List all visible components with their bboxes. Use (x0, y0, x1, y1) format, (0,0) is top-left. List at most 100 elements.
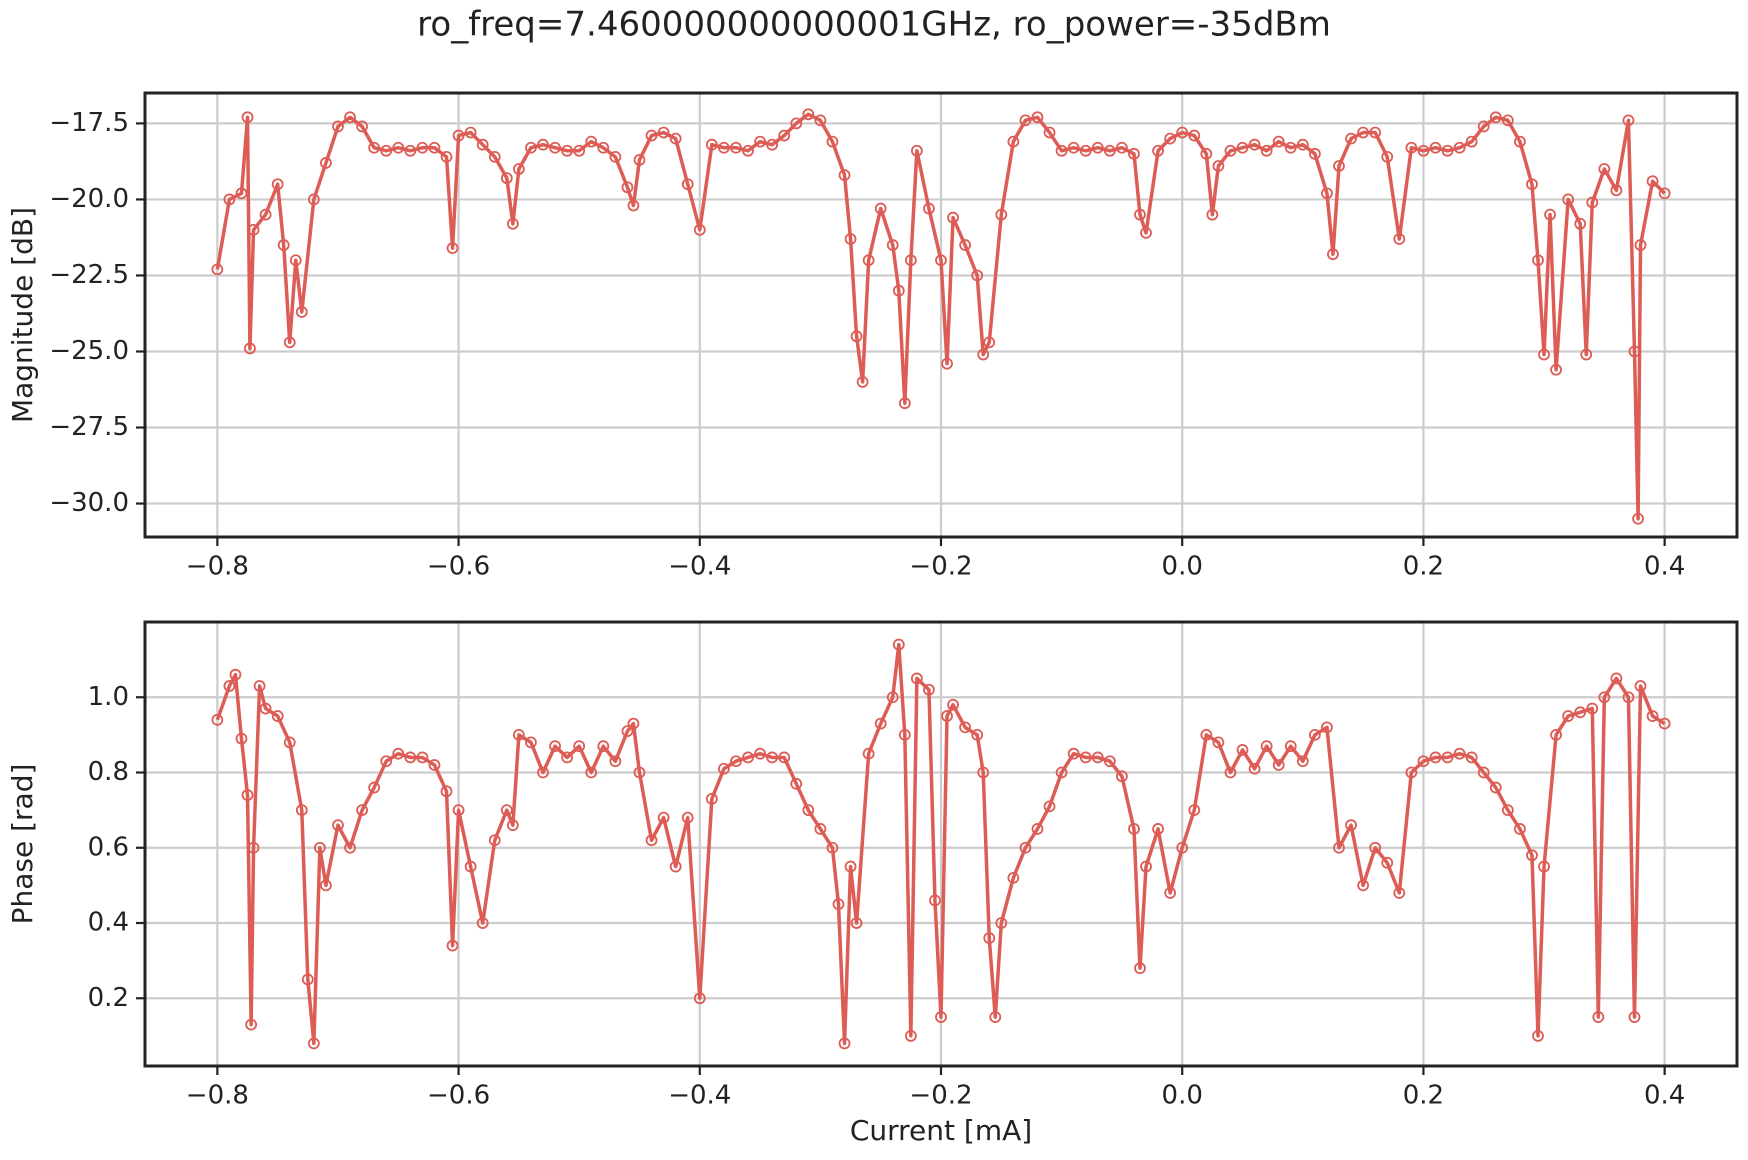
x-tick-label: 0.0 (1162, 1081, 1203, 1111)
data-point (1453, 747, 1466, 760)
x-tick-label: −0.4 (668, 552, 731, 582)
data-point (537, 766, 549, 779)
data-point (1043, 126, 1056, 139)
y-tick-label: 1.0 (88, 682, 129, 712)
data-point (1562, 193, 1575, 206)
data-point (1580, 348, 1593, 361)
data-point (1646, 175, 1659, 188)
data-point (971, 728, 984, 741)
data-point (1007, 135, 1020, 148)
data-point (1532, 254, 1544, 267)
data-point (898, 397, 911, 410)
data-point (537, 138, 549, 151)
data-point (1405, 766, 1418, 779)
data-point (506, 217, 519, 230)
data-point (283, 736, 296, 749)
data-point (245, 1018, 258, 1031)
data-point (904, 1029, 917, 1042)
data-point (814, 114, 827, 127)
data-point (1550, 363, 1562, 376)
data-point (1514, 823, 1526, 835)
data-point (380, 144, 393, 157)
data-point (766, 138, 779, 151)
data-point (512, 163, 525, 175)
data-point (253, 680, 266, 692)
data-point (1200, 147, 1213, 160)
data-point (1206, 208, 1219, 221)
data-point (404, 751, 417, 764)
data-point (1646, 710, 1659, 722)
data-point (1544, 208, 1556, 221)
data-point (983, 932, 996, 944)
data-point (1224, 144, 1237, 157)
data-point (693, 992, 706, 1005)
y-tick-label: −22.5 (49, 260, 129, 290)
data-point (1308, 728, 1321, 741)
data-point (1019, 114, 1032, 127)
data-point (910, 144, 923, 157)
data-point (1381, 856, 1394, 869)
data-point (320, 157, 332, 169)
data-point (832, 898, 845, 911)
data-point (271, 178, 284, 191)
data-point (1103, 755, 1116, 768)
data-point (923, 683, 935, 696)
data-point (416, 751, 429, 764)
data-point (1067, 141, 1080, 154)
x-tick-label: 0.2 (1403, 552, 1444, 582)
data-point (754, 747, 766, 760)
data-point (1357, 126, 1370, 139)
data-point (1634, 239, 1647, 251)
data-point (1043, 800, 1056, 813)
data-point (838, 169, 851, 182)
data-point (1164, 132, 1177, 145)
data-point (259, 208, 272, 221)
data-point (1308, 147, 1321, 160)
data-point (1260, 740, 1273, 753)
data-point (1188, 804, 1201, 817)
data-point (995, 208, 1008, 221)
data-point (790, 777, 803, 790)
data-point (464, 126, 477, 139)
data-point (525, 141, 537, 154)
data-point (1405, 141, 1418, 154)
data-point (874, 202, 887, 215)
data-point (368, 781, 381, 794)
data-point (1526, 849, 1538, 862)
data-point (886, 239, 899, 251)
data-point (1634, 680, 1647, 692)
data-point (1345, 819, 1357, 832)
data-point (886, 691, 899, 704)
data-point (1658, 717, 1671, 730)
data-point (446, 939, 459, 952)
data-point (1296, 755, 1309, 768)
data-point (766, 751, 779, 764)
data-point (247, 841, 260, 854)
data-point (1248, 762, 1261, 775)
data-point (235, 187, 248, 200)
data-point (229, 668, 242, 681)
data-point (525, 736, 537, 749)
data-point (380, 755, 393, 768)
data-point (1272, 135, 1285, 148)
data-point (657, 811, 670, 824)
data-point (1632, 512, 1645, 525)
data-point (959, 239, 972, 251)
data-point (295, 804, 308, 817)
data-point (332, 819, 344, 832)
data-point (983, 336, 996, 349)
data-point (1134, 962, 1146, 975)
data-point (1188, 129, 1201, 142)
data-point (1176, 126, 1189, 139)
data-point (344, 841, 356, 854)
data-point (621, 181, 634, 194)
data-point (669, 132, 682, 145)
data-point (1628, 1011, 1641, 1023)
data-point (1031, 823, 1044, 835)
data-point (862, 254, 875, 267)
data-point (844, 860, 857, 873)
data-point (1333, 160, 1345, 172)
data-point (1212, 736, 1225, 749)
data-point (850, 330, 863, 343)
data-point (838, 1037, 851, 1050)
